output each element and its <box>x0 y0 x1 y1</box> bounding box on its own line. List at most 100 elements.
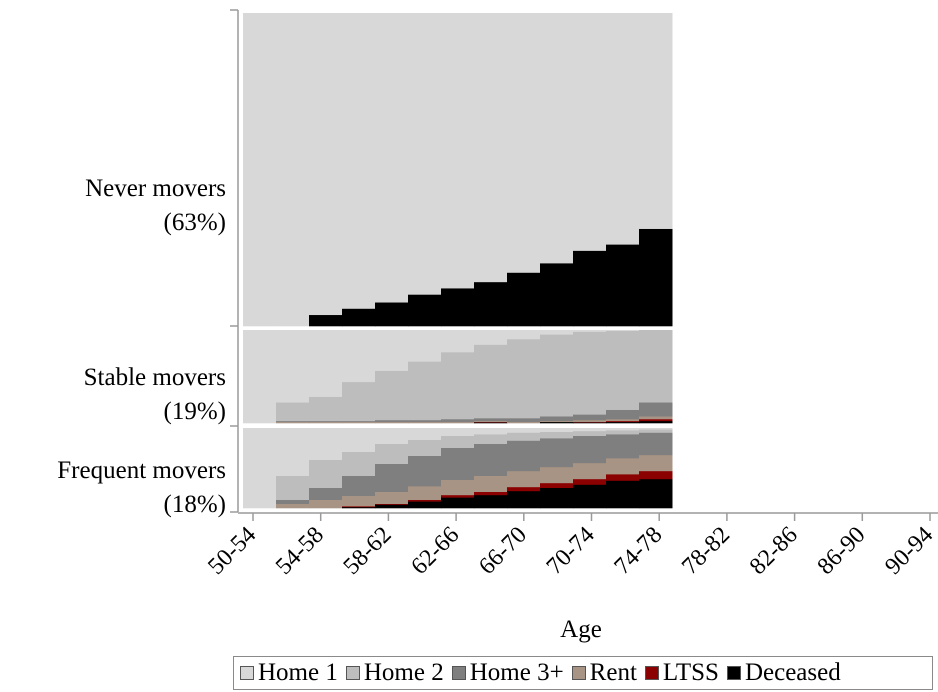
area-segment-home-2 <box>507 339 541 419</box>
area-segment-home-1 <box>573 13 607 252</box>
legend-item-home-2: Home 2 <box>345 659 444 687</box>
area-segment-home-1 <box>441 428 475 437</box>
area-segment-home-3- <box>408 420 442 423</box>
area-segment-home-3- <box>573 414 607 421</box>
area-segment-ltss <box>540 483 574 489</box>
area-segment-home-1 <box>507 13 541 274</box>
area-segment-rent <box>375 422 409 424</box>
area-segment-rent <box>474 421 508 423</box>
area-segment-rent <box>342 422 376 424</box>
legend-swatch <box>644 666 659 680</box>
area-segment-deceased <box>375 504 409 509</box>
cluster-label: Frequent movers <box>57 457 226 484</box>
area-segment-ltss <box>606 474 640 482</box>
area-segment-deceased <box>408 501 442 509</box>
area-segment-home-1 <box>540 330 574 335</box>
area-segment-rent <box>276 422 310 424</box>
area-segment-home-1 <box>441 13 475 289</box>
area-segment-ltss <box>606 421 640 423</box>
area-segment-deceased <box>474 282 508 327</box>
cluster-labels: Never movers (63%) Stable movers (19%) Frequ… <box>57 175 226 518</box>
area-segment-deceased <box>606 422 640 424</box>
legend-label: LTSS <box>662 659 719 686</box>
x-tick-label: 58-62 <box>339 522 397 580</box>
area-segment-home-3- <box>342 476 376 497</box>
area-segment-home-3- <box>309 421 343 423</box>
area-segment-home-1 <box>375 330 409 372</box>
area-segment-home-1 <box>639 428 673 430</box>
legend-item-home-1: Home 1 <box>240 659 338 687</box>
area-segment-rent <box>309 500 343 509</box>
area-segment-rent <box>408 422 442 424</box>
area-segment-home-1 <box>606 13 640 245</box>
area-segment-home-2 <box>639 429 673 434</box>
legend-item-ltss: LTSS <box>644 659 719 687</box>
area-segment-home-1 <box>540 428 574 433</box>
area-segment-rent <box>441 480 475 496</box>
area-segment-home-1 <box>474 428 508 435</box>
x-tick-label: 82-86 <box>745 522 803 580</box>
area-segment-deceased <box>573 422 607 424</box>
area-segment-home-3- <box>507 418 541 423</box>
area-segment-ltss <box>474 492 508 496</box>
area-segment-home-1 <box>342 13 376 310</box>
area-segment-deceased <box>606 244 640 327</box>
x-axis-title: Age <box>560 616 602 643</box>
area-segment-home-3- <box>540 438 574 468</box>
area-segment-deceased <box>441 288 475 327</box>
area-segment-home-1 <box>375 428 409 445</box>
area-segment-rent <box>441 422 475 424</box>
area-segment-deceased <box>342 308 376 327</box>
area-segment-home-1 <box>408 330 442 362</box>
area-segment-rent <box>507 471 541 488</box>
area-segment-home-1 <box>309 428 343 461</box>
area-segment-home-2 <box>573 431 607 437</box>
area-segment-deceased <box>474 495 508 509</box>
area-segment-home-1 <box>474 13 508 283</box>
area-segment-deceased <box>375 302 409 327</box>
area-segment-home-1 <box>573 330 607 333</box>
area-segment-home-2 <box>342 382 376 422</box>
area-segment-ltss <box>639 471 673 480</box>
area-segment-home-2 <box>408 361 442 421</box>
x-tick-label: 86-90 <box>813 522 871 580</box>
area-segment-rent <box>573 420 607 423</box>
area-segment-home-2 <box>474 434 508 445</box>
area-segment-home-1 <box>243 428 277 509</box>
area-segment-home-3- <box>639 432 673 456</box>
cluster-panels <box>243 13 673 509</box>
x-tick-label: 90-94 <box>880 522 938 580</box>
area-segment-deceased <box>573 250 607 327</box>
x-tick-label: 66-70 <box>474 522 532 580</box>
sequence-index-plot: Never movers (63%) Stable movers (19%) Frequ… <box>57 9 938 643</box>
cluster-label: Stable movers <box>84 364 226 391</box>
legend-item-rent: Rent <box>571 659 637 687</box>
area-segment-home-3- <box>540 416 574 422</box>
area-segment-home-1 <box>606 330 640 332</box>
area-segment-home-3- <box>342 421 376 423</box>
area-segment-home-1 <box>474 330 508 346</box>
area-segment-home-2 <box>540 334 574 417</box>
area-segment-rent <box>408 486 442 501</box>
area-segment-ltss <box>573 479 607 486</box>
area-segment-home-1 <box>243 13 277 327</box>
legend-label: Home 2 <box>363 659 444 686</box>
area-segment-home-2 <box>375 370 409 421</box>
area-segment-ltss <box>408 500 442 502</box>
area-segment-rent <box>507 422 541 424</box>
area-segment-deceased <box>639 421 673 424</box>
legend: Home 1 Home 2 Home 3+ Rent LTSS Deceased <box>233 656 933 690</box>
area-segment-rent <box>639 455 673 472</box>
area-segment-deceased <box>408 294 442 327</box>
area-segment-ltss <box>573 422 607 423</box>
area-segment-deceased <box>309 315 343 327</box>
area-segment-home-2 <box>573 331 607 415</box>
area-segment-home-1 <box>606 428 640 431</box>
x-tick-label: 54-58 <box>271 522 329 580</box>
x-tick-label: 78-82 <box>677 522 735 580</box>
cluster-share-label: (63%) <box>164 209 226 236</box>
area-segment-home-2 <box>441 352 475 420</box>
area-segment-home-2 <box>441 436 475 449</box>
area-segment-home-2 <box>309 460 343 489</box>
area-segment-rent <box>342 496 376 507</box>
